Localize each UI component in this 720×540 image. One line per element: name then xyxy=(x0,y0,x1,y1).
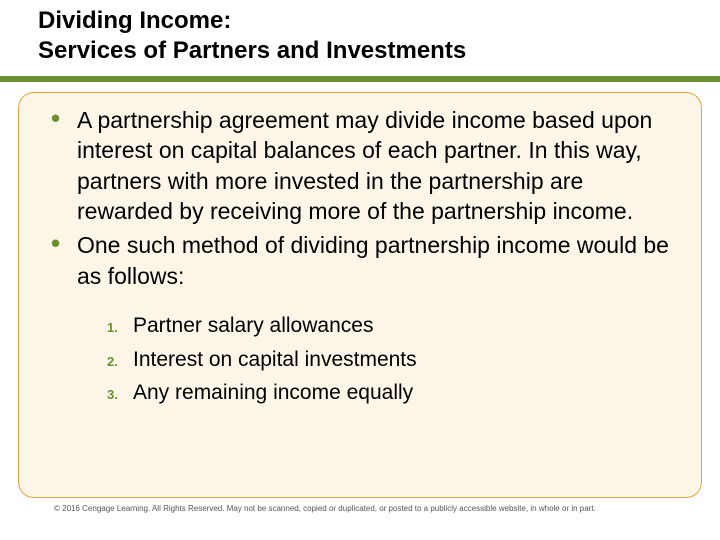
numbered-item: 2.Interest on capital investments xyxy=(107,343,671,377)
title-line-1: Dividing Income: xyxy=(38,7,231,34)
title-line-2: Services of Partners and Investments xyxy=(38,37,466,64)
slide-title: Dividing Income: Services of Partners an… xyxy=(38,6,720,66)
numbered-text: Any remaining income equally xyxy=(133,381,413,404)
numbered-index: 2. xyxy=(107,352,133,373)
content-panel: A partnership agreement may divide incom… xyxy=(18,92,702,498)
numbered-item: 1.Partner salary allowances xyxy=(107,309,671,343)
bullet-item: A partnership agreement may divide incom… xyxy=(49,105,671,226)
bullet-item: One such method of dividing partnership … xyxy=(49,230,671,291)
bullet-list: A partnership agreement may divide incom… xyxy=(49,105,671,291)
numbered-text: Partner salary allowances xyxy=(133,314,373,337)
slide: Dividing Income: Services of Partners an… xyxy=(0,0,720,540)
slide-header: Dividing Income: Services of Partners an… xyxy=(0,0,720,82)
numbered-index: 3. xyxy=(107,385,133,406)
numbered-item: 3.Any remaining income equally xyxy=(107,376,671,410)
slide-footer: © 2016 Cengage Learning. All Rights Rese… xyxy=(54,504,710,526)
bullet-text: One such method of dividing partnership … xyxy=(77,232,669,288)
numbered-text: Interest on capital investments xyxy=(133,348,417,371)
numbered-list: 1.Partner salary allowances 2.Interest o… xyxy=(107,309,671,410)
bullet-text: A partnership agreement may divide incom… xyxy=(77,107,652,224)
numbered-index: 1. xyxy=(107,318,133,339)
copyright-text: © 2016 Cengage Learning. All Rights Rese… xyxy=(54,504,710,514)
